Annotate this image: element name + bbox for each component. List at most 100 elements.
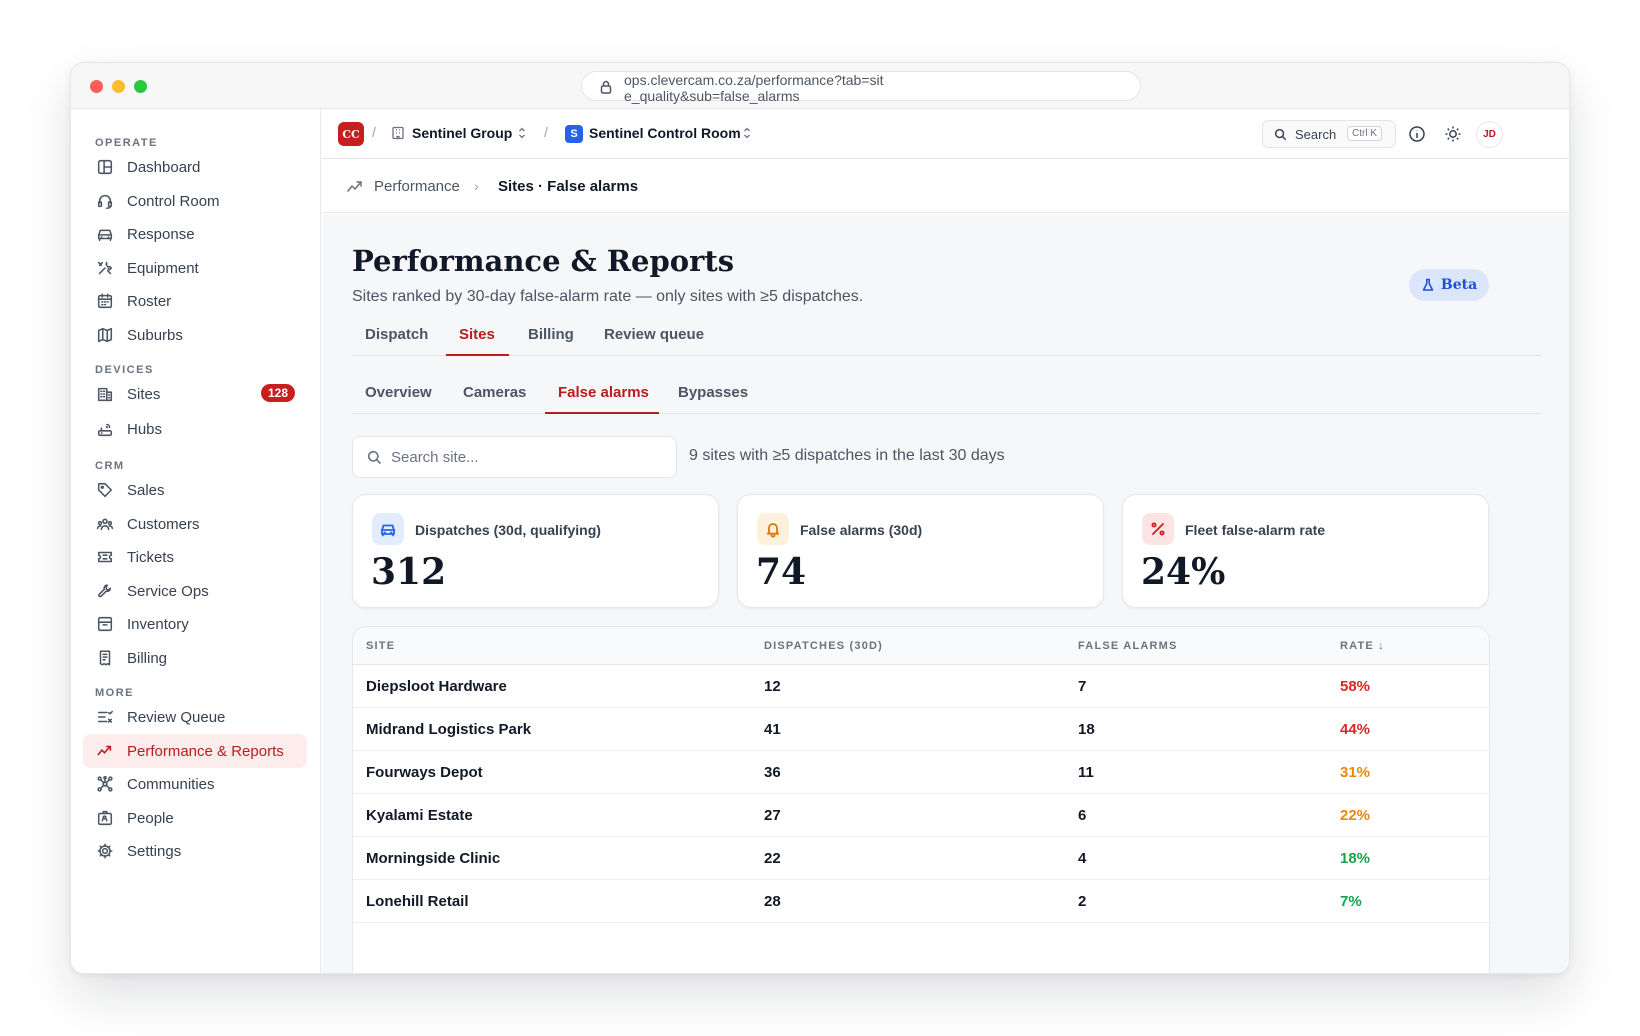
tag-icon (95, 480, 115, 500)
sidebar-item-label: Control Room (127, 192, 220, 210)
tab-sites[interactable]: Sites (459, 326, 495, 343)
sidebar-item-review-queue[interactable]: Review Queue (83, 700, 307, 734)
router-icon (95, 419, 115, 439)
close-window-button[interactable] (90, 80, 103, 93)
main-content: Performance & Reports Sites ranked by 30… (322, 214, 1569, 973)
dispatches-cell: 41 (764, 721, 781, 738)
table-row[interactable]: Morningside Clinic 22 4 18% (353, 837, 1489, 880)
site-search-input[interactable] (391, 437, 661, 477)
info-icon[interactable] (1407, 124, 1427, 144)
sidebar-item-equipment[interactable]: Equipment (83, 251, 307, 285)
stat-card-false-alarms: False alarms (30d) 74 (737, 494, 1104, 608)
sidebar-item-label: Tickets (127, 548, 174, 566)
sidebar-item-roster[interactable]: Roster (83, 284, 307, 318)
sidebar-item-label: Settings (127, 842, 182, 860)
sidebar-item-customers[interactable]: Customers (83, 507, 307, 541)
table-header: SITE DISPATCHES (30D) FALSE ALARMS RATE … (353, 627, 1489, 665)
receipt-icon (95, 648, 115, 668)
sidebar-item-billing[interactable]: Billing (83, 641, 307, 675)
maximize-window-button[interactable] (134, 80, 147, 93)
sidebar-item-label: Performance & Reports (127, 742, 284, 760)
sidebar-item-people[interactable]: People (83, 801, 307, 835)
beta-label: Beta (1440, 277, 1478, 293)
sidebar-item-label: Customers (127, 515, 200, 533)
subtab-false-alarms[interactable]: False alarms (558, 384, 649, 401)
user-avatar[interactable]: JD (1476, 121, 1503, 148)
site-name-cell: Midrand Logistics Park (366, 721, 532, 738)
card-icon-wrap (372, 513, 404, 545)
card-value: 312 (371, 551, 447, 593)
sidebar-item-dashboard[interactable]: Dashboard (83, 150, 307, 184)
subtab-bypasses[interactable]: Bypasses (678, 384, 749, 401)
dispatches-cell: 28 (764, 893, 781, 910)
breadcrumb-separator: / (544, 124, 548, 140)
page-subtitle: Sites ranked by 30-day false-alarm rate … (352, 288, 864, 305)
table-row[interactable]: Kyalami Estate 27 6 22% (353, 794, 1489, 837)
sidebar-item-service-ops[interactable]: Service Ops (83, 574, 307, 608)
sidebar-item-hubs[interactable]: Hubs (83, 412, 307, 446)
sidebar-item-communities[interactable]: Communities (83, 767, 307, 801)
sidebar-item-label: Review Queue (127, 708, 226, 726)
sidebar-item-response[interactable]: Response (83, 217, 307, 251)
top-bar: CC / Sentinel Group / S Sentinel Control… (322, 109, 1569, 159)
app-logo[interactable]: CC (338, 122, 364, 146)
org-switcher[interactable]: Sentinel Group (412, 125, 513, 141)
column-rate-sorted[interactable]: RATE ↓ (1340, 640, 1385, 652)
card-label: False alarms (30d) (800, 522, 923, 538)
breadcrumb-separator: / (372, 124, 376, 140)
url-text: ops.clevercam.co.za/performance?tab=site… (624, 72, 884, 104)
sidebar-item-control-room[interactable]: Control Room (83, 184, 307, 218)
tab-billing[interactable]: Billing (528, 326, 574, 343)
search-shortcut: Ctrl K (1347, 126, 1382, 141)
building-icon (392, 126, 404, 140)
chevron-updown-icon[interactable] (517, 125, 527, 141)
rate-cell: 18% (1340, 850, 1371, 867)
workspace-switcher[interactable]: Sentinel Control Room (589, 125, 741, 141)
sites-table: SITE DISPATCHES (30D) FALSE ALARMS RATE … (352, 626, 1490, 973)
chevron-updown-icon[interactable] (742, 125, 752, 141)
site-name-cell: Diepsloot Hardware (366, 678, 507, 695)
table-row[interactable]: Lonehill Retail 28 2 7% (353, 880, 1489, 923)
table-row[interactable]: Midrand Logistics Park 41 18 44% (353, 708, 1489, 751)
id-card-icon (95, 808, 115, 828)
address-bar[interactable]: ops.clevercam.co.za/performance?tab=site… (581, 71, 1141, 104)
breadcrumb-performance-link[interactable]: Performance (374, 178, 460, 195)
sidebar-item-inventory[interactable]: Inventory (83, 607, 307, 641)
search-icon (1274, 128, 1287, 141)
calendar-icon (95, 291, 115, 311)
site-search-field[interactable] (352, 436, 677, 478)
minimize-window-button[interactable] (112, 80, 125, 93)
false-alarms-cell: 2 (1078, 893, 1087, 910)
column-false-alarms[interactable]: FALSE ALARMS (1078, 640, 1178, 652)
sidebar-item-label: Sites (127, 385, 161, 403)
column-dispatches[interactable]: DISPATCHES (30D) (764, 640, 884, 652)
sidebar-item-suburbs[interactable]: Suburbs (83, 318, 307, 352)
sun-icon[interactable] (1443, 124, 1463, 144)
sidebar-item-label: Inventory (127, 615, 189, 633)
browser-window: ops.clevercam.co.za/performance?tab=site… (70, 62, 1570, 974)
sidebar-item-label: Dashboard (127, 158, 201, 176)
sidebar-item-label: Equipment (127, 259, 199, 277)
column-site[interactable]: SITE (366, 640, 396, 652)
workspace-badge: S (565, 125, 583, 143)
headset-icon (95, 191, 115, 211)
wrench-icon (95, 581, 115, 601)
table-row[interactable]: Diepsloot Hardware 12 7 58% (353, 665, 1489, 708)
subtab-overview[interactable]: Overview (365, 384, 432, 401)
trend-icon (95, 741, 115, 761)
archive-icon (95, 614, 115, 634)
site-name-cell: Lonehill Retail (366, 893, 469, 910)
sidebar-item-settings[interactable]: Settings (83, 834, 307, 868)
sidebar-item-performance-reports[interactable]: Performance & Reports (83, 734, 307, 768)
table-row[interactable]: Fourways Depot 36 11 31% (353, 751, 1489, 794)
subtab-cameras[interactable]: Cameras (463, 384, 527, 401)
tab-dispatch[interactable]: Dispatch (365, 326, 429, 343)
sidebar-item-sales[interactable]: Sales (83, 473, 307, 507)
tab-review-queue[interactable]: Review queue (604, 326, 705, 343)
global-search-button[interactable]: Search Ctrl K (1262, 120, 1396, 148)
tools-icon (95, 258, 115, 278)
sidebar-item-label: Sales (127, 481, 165, 499)
sidebar-item-sites[interactable]: Sites 128 (83, 377, 307, 411)
sidebar-item-tickets[interactable]: Tickets (83, 540, 307, 574)
search-icon (367, 450, 382, 465)
